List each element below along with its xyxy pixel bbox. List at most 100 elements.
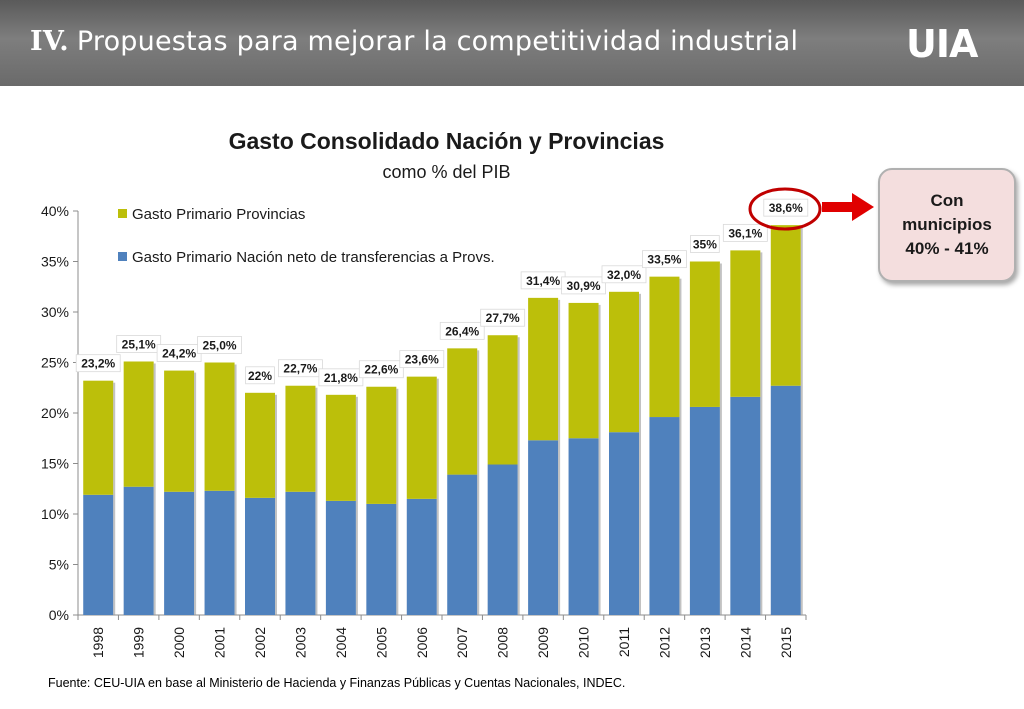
- data-label: 38,6%: [769, 201, 803, 215]
- y-tick-label: 30%: [41, 304, 69, 320]
- y-tick-label: 15%: [41, 456, 69, 472]
- data-label-box: [690, 235, 720, 253]
- bar-segment-nacion: [649, 417, 680, 615]
- legend-label: Gasto Primario Nación neto de transferen…: [132, 249, 495, 266]
- bar-shadow: [194, 372, 197, 615]
- bar-segment-provincias: [83, 380, 114, 495]
- data-label-box: [722, 223, 768, 242]
- legend-swatch: [118, 252, 127, 261]
- x-tick-label: 2012: [656, 627, 672, 658]
- bar-segment-nacion: [204, 490, 235, 615]
- data-labels-layer: 23,2% 25,1% 24,2% 25,0% 22% 22,7% 21,8% 22,6% 23…: [75, 198, 809, 387]
- data-label: 22,6%: [364, 363, 398, 377]
- data-label: 25,1%: [122, 337, 156, 351]
- x-tick-label: 2015: [778, 627, 794, 658]
- data-label: 33,5%: [647, 253, 681, 267]
- data-label-box: [601, 265, 647, 284]
- bar-segment-provincias: [366, 386, 397, 504]
- bar-shadow: [436, 378, 439, 615]
- bar-segment-nacion: [447, 474, 478, 615]
- bar-segment-provincias: [325, 394, 356, 501]
- chart-subtitle: como % del PIB: [382, 162, 511, 182]
- data-label-box: [642, 250, 687, 269]
- data-label: 21,8%: [324, 371, 358, 385]
- axis-layer: 0% 5% 10% 15% 20% 25% 30% 35% 40% 1998 1999 2000 200…: [41, 203, 807, 658]
- data-label-box: [480, 308, 526, 327]
- header-banner: IV. Propuestas para mejorar la competitiv…: [0, 0, 1024, 86]
- data-label-box: [399, 350, 445, 369]
- data-label: 25,0%: [203, 339, 237, 353]
- bar-segment-nacion: [325, 500, 356, 615]
- bar-segment-provincias: [245, 392, 275, 498]
- bar-segment-nacion: [528, 440, 559, 615]
- x-tick-label: 2005: [373, 627, 389, 658]
- callout-line-2: municipios: [902, 215, 992, 234]
- bar-shadow: [396, 388, 399, 615]
- bar-segment-provincias: [528, 297, 559, 441]
- x-tick-label: 2014: [737, 627, 753, 658]
- bar-shadow: [315, 387, 318, 615]
- bar-shadow: [679, 278, 682, 615]
- bar-segment-nacion: [366, 503, 397, 615]
- uia-logo: UIA: [906, 22, 978, 66]
- x-tick-label: 2004: [333, 627, 349, 658]
- x-tick-label: 2002: [252, 627, 268, 658]
- data-label: 27,7%: [486, 311, 520, 325]
- x-tick-label: 2006: [414, 627, 430, 658]
- bar-segment-nacion: [245, 497, 275, 615]
- data-label: 22%: [248, 369, 272, 383]
- bar-segment-nacion: [487, 464, 518, 615]
- bar-segment-provincias: [609, 291, 639, 433]
- bar-shadow: [598, 304, 601, 615]
- x-tick-label: 2008: [495, 627, 511, 658]
- bar-segment-provincias: [730, 250, 761, 397]
- callout-arrow-icon: [822, 193, 874, 221]
- bar-segment-nacion: [164, 491, 195, 615]
- bar-segment-nacion: [406, 498, 437, 615]
- bar-segment-provincias: [649, 276, 680, 418]
- data-label-box: [245, 366, 275, 385]
- bar-shadow: [234, 364, 237, 615]
- x-tick-label: 1998: [90, 627, 106, 658]
- municipios-callout: Con municipios 40% - 41%: [878, 168, 1016, 282]
- x-tick-label: 2013: [697, 627, 713, 658]
- chart-title: Gasto Consolidado Nación y Provincias: [228, 128, 665, 154]
- section-title-text: Propuestas para mejorar la competitivida…: [76, 26, 799, 57]
- y-tick-label: 5%: [49, 557, 69, 573]
- bar-segment-provincias: [447, 348, 478, 475]
- bar-shadow: [800, 227, 803, 615]
- bar-shadow: [517, 337, 520, 615]
- data-label-box: [197, 336, 242, 354]
- bar-segment-nacion: [689, 406, 720, 615]
- y-tick-label: 10%: [41, 506, 69, 522]
- data-label-box: [763, 198, 809, 217]
- bar-shadow: [719, 263, 722, 615]
- bar-segment-provincias: [285, 385, 316, 492]
- y-tick-label: 20%: [41, 405, 69, 421]
- bar-segment-nacion: [730, 396, 761, 615]
- callout-line-1: Con: [930, 191, 964, 210]
- data-label: 23,2%: [81, 357, 115, 371]
- bar-segment-provincias: [689, 261, 720, 407]
- legend: Gasto Primario Provincias Gasto Primario …: [118, 206, 495, 266]
- section-title: IV. Propuestas para mejorar la competitiv…: [30, 26, 798, 57]
- x-tick-label: 1999: [131, 627, 147, 658]
- data-label-box: [278, 359, 323, 378]
- data-label: 23,6%: [405, 353, 439, 367]
- x-tick-label: 2009: [535, 627, 551, 658]
- y-tick-label: 25%: [41, 355, 69, 371]
- bar-segment-nacion: [770, 385, 801, 615]
- bar-shadow: [760, 252, 763, 615]
- data-label: 22,7%: [283, 362, 317, 376]
- x-tick-label: 2000: [171, 627, 187, 658]
- callout-line-3: 40% - 41%: [905, 239, 989, 258]
- source-note: Fuente: CEU-UIA en base al Ministerio de…: [48, 676, 626, 690]
- data-label: 32,0%: [607, 268, 641, 282]
- data-label-box: [561, 276, 606, 295]
- data-label: 30,9%: [567, 279, 601, 293]
- bar-shadow: [355, 396, 358, 615]
- x-tick-label: 2001: [212, 627, 228, 658]
- data-label-box: [116, 335, 162, 353]
- bar-segment-provincias: [770, 225, 801, 386]
